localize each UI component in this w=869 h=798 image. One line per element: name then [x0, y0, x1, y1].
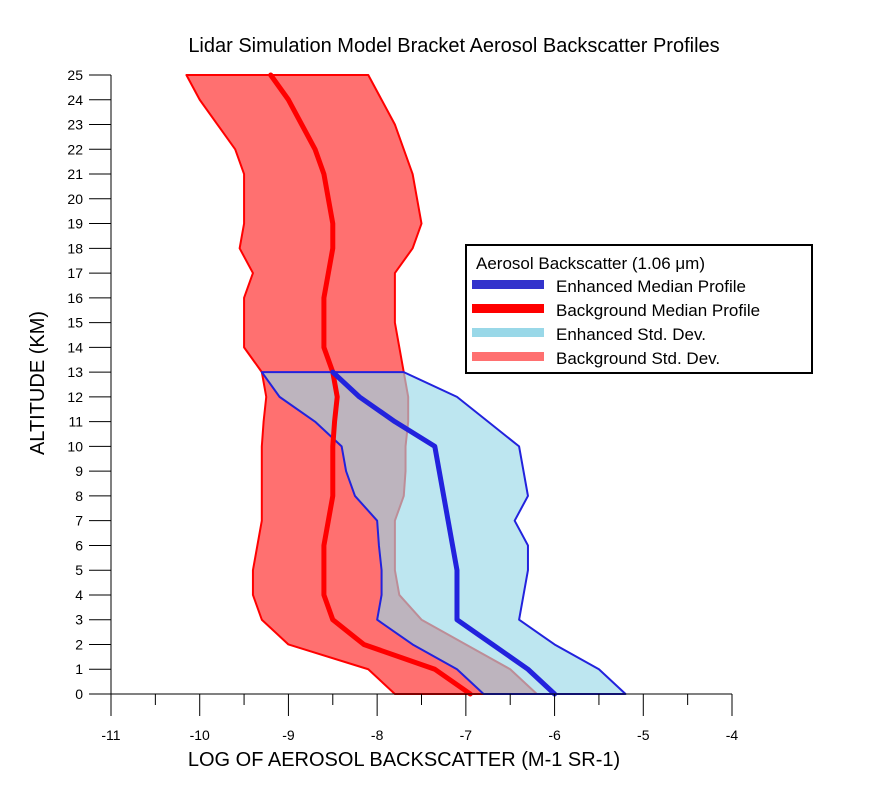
y-tick-label: 16	[67, 290, 83, 306]
y-tick-label: 4	[75, 587, 83, 603]
line-background-median-profile	[268, 72, 473, 697]
y-tick-label: 9	[75, 463, 83, 479]
x-tick-label: -9	[282, 727, 295, 743]
y-tick-label: 0	[75, 686, 83, 702]
y-tick-label: 24	[67, 92, 83, 108]
y-tick-label: 10	[67, 438, 83, 454]
legend-label-enhanced-median: Enhanced Median Profile	[556, 277, 746, 296]
y-tick-label: 14	[67, 339, 83, 355]
y-tick-label: 21	[67, 166, 83, 182]
x-tick-label: -5	[637, 727, 650, 743]
lines-layer	[268, 72, 558, 697]
y-tick-label: 17	[67, 265, 83, 281]
y-tick-label: 18	[67, 240, 83, 256]
chart-title: Lidar Simulation Model Bracket Aerosol B…	[188, 35, 719, 57]
y-tick-label: 7	[75, 513, 83, 529]
y-tick-label: 22	[67, 141, 83, 157]
y-tick-label: 3	[75, 612, 83, 628]
y-tick-label: 1	[75, 661, 83, 677]
band-enhanced-std-dev	[260, 371, 627, 695]
x-axis-label: LOG OF AEROSOL BACKSCATTER (M-1 SR-1)	[188, 749, 620, 771]
line-enhanced-median-profile	[330, 369, 558, 697]
y-tick-label: 2	[75, 636, 83, 652]
x-tick-label: -8	[371, 727, 384, 743]
y-tick-label: 11	[68, 414, 83, 430]
legend-label-background-median: Background Median Profile	[556, 301, 760, 320]
y-tick-label: 5	[75, 562, 83, 578]
legend-swatch-background-std	[472, 352, 544, 361]
y-tick-label: 19	[67, 216, 83, 232]
y-tick-label: 12	[67, 389, 83, 405]
y-tick-label: 25	[67, 67, 83, 83]
legend-label-background-std: Background Std. Dev.	[556, 349, 720, 368]
legend-swatch-background-median	[472, 304, 544, 313]
y-ticks: 0123456789101112131415161718192021222324…	[67, 67, 111, 702]
y-tick-label: 15	[67, 315, 83, 331]
y-axis-label: ALTITUDE (KM)	[27, 311, 49, 455]
bands-layer	[185, 74, 627, 695]
x-tick-label: -4	[726, 727, 739, 743]
y-tick-label: 23	[67, 117, 83, 133]
y-tick-label: 20	[67, 191, 83, 207]
y-tick-label: 8	[75, 488, 83, 504]
legend-swatch-enhanced-median	[472, 280, 544, 289]
x-tick-label: -6	[548, 727, 561, 743]
x-ticks: -11 -10 -9 -8 -7 -6 -5 -4	[101, 694, 738, 743]
legend: Aerosol Backscatter (1.06 μm) Enhanced M…	[465, 244, 813, 374]
x-tick-label: -7	[460, 727, 473, 743]
x-tick-label: -11	[101, 727, 120, 743]
legend-label-enhanced-std: Enhanced Std. Dev.	[556, 325, 706, 344]
legend-title: Aerosol Backscatter (1.06 μm)	[476, 254, 705, 273]
x-tick-label: -10	[190, 727, 210, 743]
legend-swatch-enhanced-std	[472, 328, 544, 337]
y-tick-label: 6	[75, 537, 83, 553]
y-tick-label: 13	[67, 364, 83, 380]
